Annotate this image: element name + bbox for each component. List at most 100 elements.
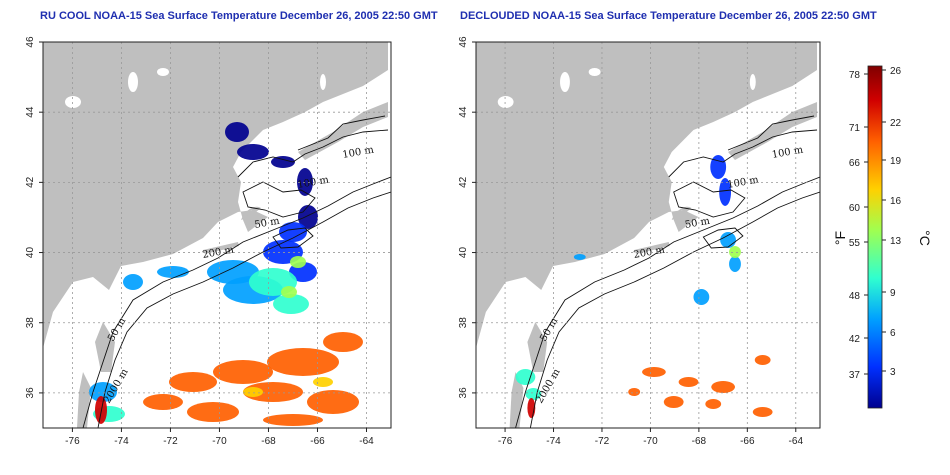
f-tick-label: 60 bbox=[849, 203, 861, 214]
sst-patch bbox=[243, 387, 263, 397]
sst-patch bbox=[663, 396, 684, 408]
sst-patch bbox=[678, 377, 699, 387]
land-mass bbox=[476, 42, 818, 348]
c-tick-label: 3 bbox=[890, 367, 896, 378]
lon-tick-label: -64 bbox=[359, 436, 374, 447]
bathymetry-contour bbox=[82, 176, 391, 428]
map-frame bbox=[475, 41, 821, 429]
lake-shape bbox=[497, 96, 514, 108]
sst-patch bbox=[323, 332, 363, 352]
bathymetry-contour bbox=[727, 115, 815, 151]
f-tick-label: 37 bbox=[849, 370, 861, 381]
lat-tick-label: 40 bbox=[25, 247, 36, 259]
lat-tick-label: 38 bbox=[458, 317, 469, 329]
sst-patch bbox=[298, 205, 318, 229]
land-mass bbox=[43, 42, 388, 348]
sst-patch bbox=[123, 274, 143, 290]
sst-patch bbox=[642, 367, 666, 377]
eastern-shore-land bbox=[509, 372, 524, 428]
contour-label: 100 m bbox=[771, 144, 804, 161]
sst-patch bbox=[281, 286, 297, 298]
lon-tick-label: -74 bbox=[114, 436, 129, 447]
delmarva-land bbox=[527, 322, 548, 372]
eastern-shore-land bbox=[77, 372, 91, 428]
contour-label: 50 m bbox=[254, 216, 281, 231]
bathymetry-contour bbox=[673, 181, 746, 218]
bathymetry-contour bbox=[515, 176, 820, 428]
fahrenheit-unit-label: °F bbox=[832, 231, 848, 245]
sst-patch bbox=[515, 369, 536, 385]
contour-label: 200 m bbox=[633, 244, 666, 261]
lat-tick-label: 36 bbox=[25, 387, 36, 399]
sst-patch bbox=[169, 372, 217, 392]
sst-patch bbox=[720, 232, 736, 248]
f-tick-label: 66 bbox=[849, 158, 861, 169]
bathymetry-contour bbox=[97, 191, 391, 428]
sst-patch bbox=[711, 381, 735, 393]
bathymetry-contour bbox=[668, 129, 818, 178]
bathymetry-contour bbox=[702, 227, 744, 249]
sst-patch bbox=[279, 222, 307, 242]
sst-patch bbox=[267, 348, 339, 376]
left-panel-title: RU COOL NOAA-15 Sea Surface Temperature … bbox=[40, 10, 438, 22]
lon-tick-label: -68 bbox=[261, 436, 276, 447]
f-tick-label: 55 bbox=[849, 238, 861, 249]
c-tick-label: 9 bbox=[890, 288, 896, 299]
lake-shape bbox=[560, 72, 570, 92]
lon-tick-label: -70 bbox=[212, 436, 227, 447]
temperature-colorbar: 78 71 66 60 55 48 42 37 26 22 19 16 13 9 6 3 °F °C bbox=[832, 65, 933, 409]
lat-tick-label: 44 bbox=[458, 106, 469, 118]
sst-patch bbox=[263, 414, 323, 426]
sst-patch bbox=[187, 402, 239, 422]
sst-patch bbox=[271, 156, 295, 168]
lon-tick-label: -76 bbox=[65, 436, 80, 447]
contour-label: 100 m bbox=[727, 174, 760, 191]
lat-tick-label: 44 bbox=[25, 106, 36, 118]
lon-tick-label: -76 bbox=[498, 436, 513, 447]
bathymetry-contour bbox=[237, 129, 389, 178]
nova-scotia-land bbox=[298, 102, 388, 160]
lat-tick-label: 46 bbox=[25, 36, 36, 48]
lat-tick-label: 38 bbox=[25, 317, 36, 329]
f-tick-label: 48 bbox=[849, 291, 861, 302]
lake-shape bbox=[65, 96, 81, 108]
lake-shape bbox=[320, 74, 326, 90]
sst-patch bbox=[628, 388, 641, 396]
sst-patch bbox=[290, 256, 306, 268]
sst-patch bbox=[754, 355, 771, 365]
sst-patch bbox=[729, 246, 741, 258]
lake-shape bbox=[749, 74, 756, 90]
lon-tick-label: -74 bbox=[546, 436, 561, 447]
contour-label: 50 m bbox=[684, 216, 711, 231]
sst-patch bbox=[243, 382, 303, 402]
colorbar-gradient bbox=[867, 65, 883, 409]
sst-patch bbox=[225, 122, 249, 142]
lat-tick-label: 42 bbox=[458, 176, 469, 188]
sst-patch bbox=[143, 394, 183, 410]
lon-tick-label: -66 bbox=[740, 436, 755, 447]
celsius-unit-label: °C bbox=[917, 230, 933, 246]
lake-shape bbox=[157, 68, 169, 76]
lon-tick-label: -66 bbox=[310, 436, 325, 447]
f-tick-label: 42 bbox=[849, 334, 861, 345]
sst-patch bbox=[719, 178, 732, 206]
lon-tick-label: -64 bbox=[789, 436, 804, 447]
sst-patch bbox=[307, 390, 359, 414]
sst-patch bbox=[237, 144, 269, 160]
sst-patch bbox=[573, 254, 586, 260]
lat-tick-label: 42 bbox=[25, 176, 36, 188]
bathymetry-contour bbox=[242, 181, 316, 218]
lat-tick-label: 40 bbox=[458, 247, 469, 259]
f-tick-label: 71 bbox=[849, 123, 861, 134]
sst-patch bbox=[313, 377, 333, 387]
sst-patch bbox=[752, 407, 773, 417]
delmarva-land bbox=[95, 322, 115, 372]
lake-shape bbox=[128, 72, 138, 92]
bathymetry-contour bbox=[529, 191, 820, 428]
long-island-land bbox=[203, 242, 239, 254]
lon-tick-label: -72 bbox=[163, 436, 178, 447]
bathymetry-contour bbox=[272, 227, 314, 249]
